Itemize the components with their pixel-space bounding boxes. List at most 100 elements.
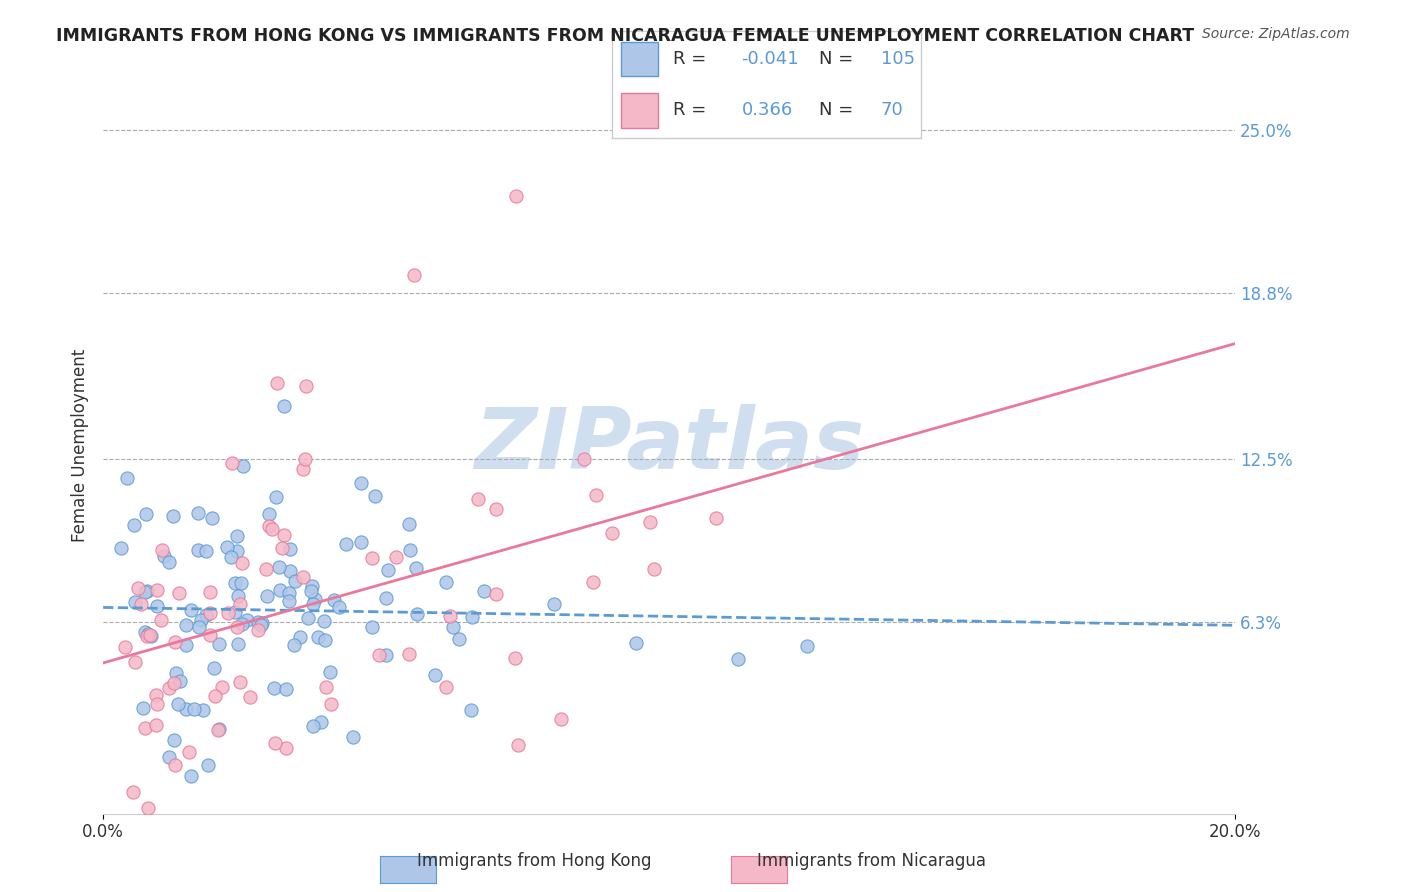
Immigrants from Hong Kong — [319, 665, 342, 679]
Immigrants from Nicaragua — [221, 456, 243, 470]
Immigrants from Nicaragua — [273, 528, 295, 542]
Immigrants from Hong Kong — [134, 584, 156, 599]
Immigrants from Hong Kong — [257, 507, 280, 521]
Immigrants from Nicaragua — [127, 581, 149, 595]
Immigrants from Nicaragua — [398, 647, 420, 661]
Immigrants from Hong Kong — [406, 607, 429, 621]
Immigrants from Hong Kong — [252, 616, 274, 631]
Immigrants from Hong Kong — [165, 666, 187, 681]
Immigrants from Nicaragua — [150, 543, 173, 558]
Immigrants from Hong Kong — [267, 560, 290, 574]
Immigrants from Hong Kong — [134, 624, 156, 639]
Immigrants from Nicaragua — [385, 549, 408, 564]
Immigrants from Hong Kong — [110, 541, 132, 556]
Immigrants from Nicaragua — [135, 629, 157, 643]
Immigrants from Hong Kong — [297, 611, 319, 625]
Immigrants from Hong Kong — [157, 749, 180, 764]
Immigrants from Hong Kong — [226, 529, 249, 543]
Immigrants from Nicaragua — [600, 525, 623, 540]
Immigrants from Hong Kong — [136, 627, 159, 641]
Immigrants from Hong Kong — [226, 544, 249, 558]
Immigrants from Hong Kong — [174, 639, 197, 653]
Immigrants from Hong Kong — [195, 608, 218, 623]
Immigrants from Nicaragua — [136, 800, 159, 814]
Immigrants from Hong Kong — [309, 715, 332, 730]
Immigrants from Hong Kong — [208, 722, 231, 736]
Immigrants from Nicaragua — [505, 188, 527, 202]
Immigrants from Hong Kong — [405, 561, 427, 575]
Text: N =: N = — [818, 102, 859, 120]
Immigrants from Nicaragua — [145, 688, 167, 702]
Immigrants from Hong Kong — [322, 593, 344, 607]
Immigrants from Hong Kong — [263, 681, 285, 696]
Immigrants from Hong Kong — [187, 620, 209, 634]
Immigrants from Nicaragua — [129, 597, 152, 611]
Immigrants from Hong Kong — [183, 702, 205, 716]
Immigrants from Hong Kong — [307, 630, 329, 644]
Immigrants from Nicaragua — [704, 510, 727, 524]
Immigrants from Hong Kong — [374, 648, 396, 663]
Text: R =: R = — [673, 102, 718, 120]
Immigrants from Nicaragua — [643, 562, 665, 576]
Immigrants from Hong Kong — [375, 591, 398, 606]
Immigrants from Nicaragua — [484, 587, 506, 601]
Y-axis label: Female Unemployment: Female Unemployment — [72, 349, 89, 542]
Immigrants from Nicaragua — [229, 674, 252, 689]
Immigrants from Nicaragua — [294, 452, 316, 467]
Immigrants from Hong Kong — [136, 584, 159, 599]
Text: ZIPatlas: ZIPatlas — [474, 404, 865, 487]
Immigrants from Nicaragua — [550, 712, 572, 726]
Immigrants from Hong Kong — [399, 542, 422, 557]
Immigrants from Hong Kong — [187, 506, 209, 520]
Immigrants from Hong Kong — [224, 605, 246, 619]
Immigrants from Hong Kong — [423, 668, 446, 682]
Immigrants from Hong Kong — [167, 697, 190, 711]
Immigrants from Nicaragua — [157, 681, 180, 695]
Immigrants from Nicaragua — [264, 736, 287, 750]
Immigrants from Hong Kong — [250, 618, 273, 632]
Immigrants from Hong Kong — [364, 489, 387, 503]
Immigrants from Nicaragua — [638, 516, 661, 530]
Immigrants from Nicaragua — [163, 676, 186, 690]
Immigrants from Nicaragua — [434, 680, 457, 694]
Text: Immigrants from Nicaragua: Immigrants from Nicaragua — [758, 852, 986, 870]
Immigrants from Hong Kong — [301, 719, 323, 733]
Immigrants from Hong Kong — [328, 599, 350, 614]
Immigrants from Nicaragua — [228, 597, 250, 611]
Immigrants from Hong Kong — [131, 700, 153, 714]
Immigrants from Hong Kong — [278, 542, 301, 557]
Immigrants from Hong Kong — [273, 399, 295, 413]
Immigrants from Hong Kong — [361, 620, 384, 634]
Immigrants from Nicaragua — [114, 640, 136, 654]
Immigrants from Hong Kong — [202, 661, 225, 675]
Immigrants from Hong Kong — [288, 631, 311, 645]
Immigrants from Hong Kong — [350, 535, 373, 549]
Immigrants from Nicaragua — [582, 574, 605, 589]
Immigrants from Hong Kong — [163, 732, 186, 747]
Text: R =: R = — [673, 50, 713, 68]
Immigrants from Nicaragua — [294, 379, 316, 393]
Immigrants from Nicaragua — [360, 551, 382, 566]
Immigrants from Hong Kong — [377, 563, 399, 577]
Immigrants from Hong Kong — [174, 617, 197, 632]
Text: N =: N = — [818, 50, 859, 68]
Immigrants from Hong Kong — [461, 610, 484, 624]
Immigrants from Nicaragua — [291, 570, 314, 584]
Immigrants from Hong Kong — [472, 583, 495, 598]
Immigrants from Nicaragua — [292, 462, 315, 476]
Immigrants from Hong Kong — [124, 595, 146, 609]
Immigrants from Nicaragua — [274, 741, 297, 756]
Immigrants from Nicaragua — [134, 721, 156, 735]
Immigrants from Hong Kong — [124, 518, 146, 533]
Immigrants from Hong Kong — [135, 507, 157, 521]
Immigrants from Hong Kong — [441, 620, 464, 634]
Immigrants from Nicaragua — [254, 562, 277, 576]
Immigrants from Hong Kong — [304, 592, 326, 607]
Immigrants from Nicaragua — [198, 606, 221, 620]
Immigrants from Hong Kong — [301, 579, 323, 593]
Immigrants from Hong Kong — [187, 542, 209, 557]
Immigrants from Nicaragua — [315, 680, 337, 694]
Text: 0.366: 0.366 — [741, 102, 793, 120]
Immigrants from Hong Kong — [349, 476, 371, 491]
Immigrants from Nicaragua — [485, 502, 508, 516]
